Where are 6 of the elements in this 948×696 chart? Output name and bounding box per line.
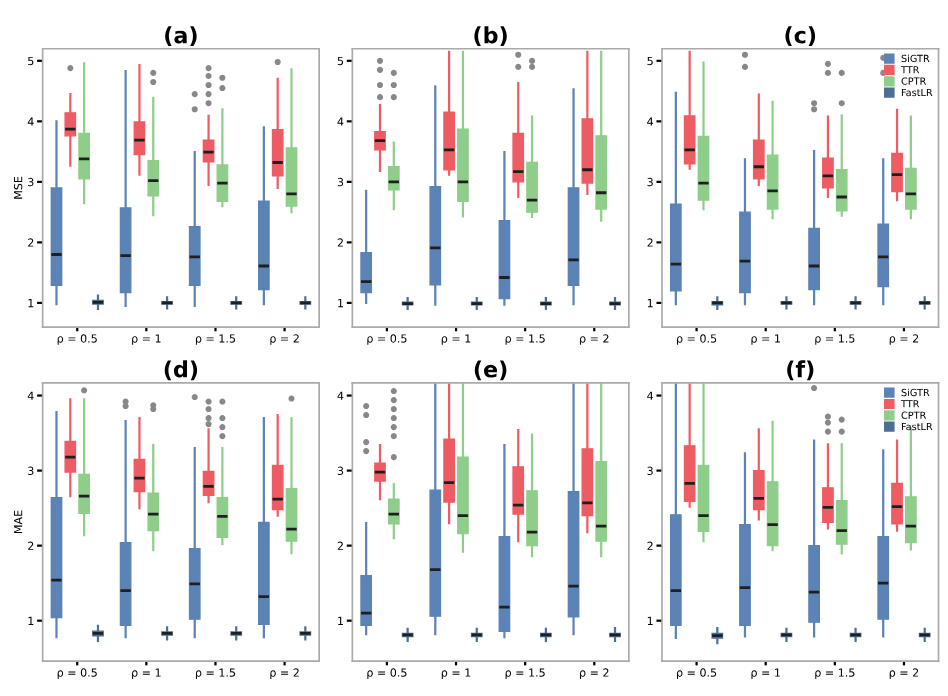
chart-title: (f) bbox=[787, 360, 814, 381]
chart-title: (b) bbox=[474, 26, 507, 47]
chart-title: (d) bbox=[164, 360, 198, 381]
chart-title: (c) bbox=[785, 26, 816, 47]
chart-title: (a) bbox=[165, 26, 197, 47]
chart-title: (e) bbox=[474, 360, 507, 381]
